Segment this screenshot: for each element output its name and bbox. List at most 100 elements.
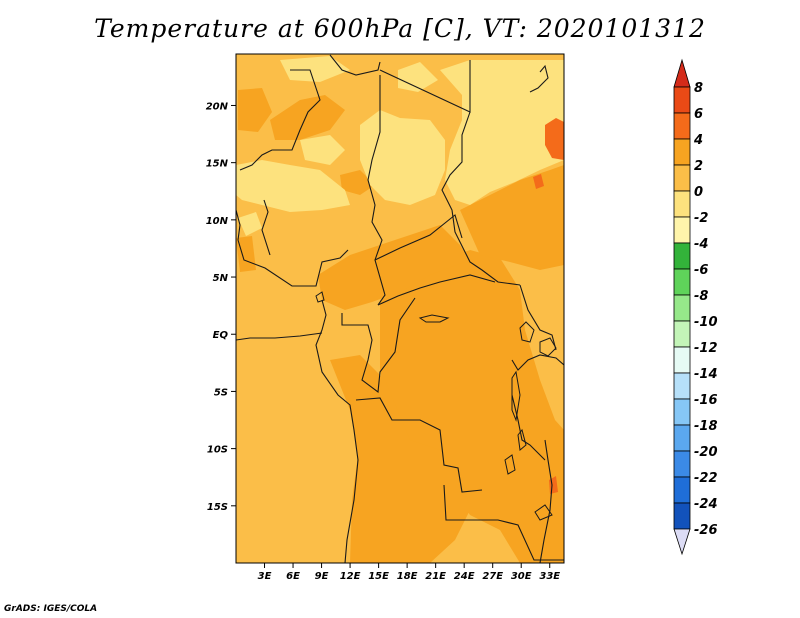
cool-region bbox=[398, 62, 438, 92]
colorbar-box bbox=[673, 216, 691, 244]
lat-tick-label: 5S bbox=[214, 387, 228, 398]
colorbar-label: 6 bbox=[694, 107, 703, 122]
colorbar-box bbox=[673, 424, 691, 452]
plot-title: Temperature at 600hPa [C], VT: 202010131… bbox=[94, 14, 706, 43]
warm-region bbox=[340, 170, 375, 195]
country-border bbox=[315, 299, 359, 563]
lake-outline bbox=[519, 321, 535, 343]
country-border bbox=[239, 69, 321, 171]
lon-tick-label: 6E bbox=[286, 571, 300, 582]
country-border bbox=[443, 484, 564, 561]
warm-region bbox=[330, 355, 470, 563]
colorbar-label: -26 bbox=[694, 523, 718, 538]
country-border bbox=[367, 75, 386, 306]
lake-outline bbox=[418, 314, 450, 323]
country-border bbox=[261, 199, 271, 256]
country-border bbox=[355, 397, 483, 493]
colorbar-label: -4 bbox=[694, 237, 708, 252]
colorbar-bottom-arrow bbox=[673, 528, 691, 556]
lon-tick-label: 30E bbox=[511, 571, 532, 582]
lon-tick-label: 12E bbox=[340, 571, 361, 582]
colorbar-label: -20 bbox=[694, 445, 718, 460]
colorbar-box bbox=[673, 268, 691, 296]
lon-tick-label: 9E bbox=[315, 571, 329, 582]
colorbar-label: 0 bbox=[694, 185, 703, 200]
colorbar-box bbox=[673, 190, 691, 218]
colorbar-label: -18 bbox=[694, 419, 718, 434]
cool-region bbox=[300, 135, 345, 165]
lat-axis: 20N 15N 10N 5N EQ 5S 10S 15S bbox=[206, 101, 236, 513]
warm-region bbox=[318, 225, 470, 310]
lat-tick-label: 15N bbox=[206, 159, 229, 170]
hot-spot bbox=[545, 118, 564, 160]
cool-region bbox=[236, 160, 350, 212]
colorbar-top-arrow bbox=[673, 58, 691, 88]
lat-tick-label: 5N bbox=[213, 273, 229, 284]
country-border bbox=[511, 354, 564, 371]
country-border bbox=[441, 111, 521, 286]
colorbar-box bbox=[673, 398, 691, 426]
colorbar-box bbox=[673, 138, 691, 166]
lon-tick-label: 15E bbox=[368, 571, 389, 582]
country-border bbox=[236, 332, 323, 341]
lake-outline bbox=[511, 370, 521, 422]
country-border bbox=[341, 297, 416, 394]
colorbar: 8 6 4 2 0 -2 -4 -6 -8 -10 -12 -14 -16 -18 -20 -22 -24 -26 bbox=[673, 58, 718, 556]
cool-region bbox=[360, 110, 445, 205]
colorbar-label: -22 bbox=[694, 471, 718, 486]
lon-tick-label: 3E bbox=[258, 571, 272, 582]
colorbar-label: 8 bbox=[694, 81, 703, 96]
colorbar-box bbox=[673, 346, 691, 374]
colorbar-box bbox=[673, 476, 691, 504]
lon-tick-label: 21E bbox=[425, 571, 446, 582]
warm-region bbox=[270, 95, 345, 140]
colorbar-label: -6 bbox=[694, 263, 708, 278]
country-border bbox=[519, 284, 557, 351]
map-panel bbox=[235, 53, 565, 564]
colorbar-label: 4 bbox=[693, 133, 703, 148]
lon-tick-label: 27E bbox=[482, 571, 503, 582]
country-border bbox=[236, 209, 349, 287]
cool-region bbox=[238, 212, 262, 236]
warm-region bbox=[380, 250, 564, 563]
warm-region bbox=[460, 165, 564, 270]
colorbar-label: -12 bbox=[694, 341, 718, 356]
lake-outline bbox=[504, 454, 516, 475]
country-border bbox=[511, 394, 546, 461]
lon-tick-label: 24E bbox=[454, 571, 475, 582]
warm-region bbox=[238, 88, 272, 132]
grads-credit: GrADS: IGES/COLA bbox=[4, 604, 98, 614]
lon-tick-label: 18E bbox=[397, 571, 418, 582]
colorbar-box bbox=[673, 86, 691, 114]
lat-tick-label: 20N bbox=[206, 101, 229, 112]
lat-tick-label: 10N bbox=[206, 216, 229, 227]
country-border bbox=[374, 214, 463, 261]
colorbar-box bbox=[673, 112, 691, 140]
colorbar-box bbox=[673, 502, 691, 530]
colorbar-label: -14 bbox=[694, 367, 718, 382]
cool-region bbox=[280, 56, 350, 82]
lake-outline bbox=[534, 504, 553, 521]
country-border bbox=[377, 274, 496, 306]
cool-region bbox=[440, 60, 564, 205]
colorbar-box bbox=[673, 372, 691, 400]
lake-outline bbox=[517, 428, 527, 451]
colorbar-box bbox=[673, 320, 691, 348]
hot-spot bbox=[533, 174, 544, 189]
colorbar-label: -2 bbox=[694, 211, 708, 226]
temperature-field bbox=[236, 54, 564, 563]
colorbar-box bbox=[673, 242, 691, 270]
colorbar-box bbox=[673, 164, 691, 192]
colorbar-label: -10 bbox=[694, 315, 718, 330]
lon-axis: 3E 6E 9E 12E 15E 18E 21E 24E 27E 30E 33E bbox=[258, 563, 560, 582]
country-border bbox=[329, 54, 381, 76]
lake-outline bbox=[539, 337, 557, 357]
colorbar-box bbox=[673, 294, 691, 322]
colorbar-label: -24 bbox=[694, 497, 718, 512]
colorbar-label: 2 bbox=[694, 159, 703, 174]
lat-tick-label: 10S bbox=[207, 445, 228, 456]
coastline bbox=[529, 64, 549, 93]
lat-tick-label: 15S bbox=[207, 502, 228, 513]
colorbar-label: -8 bbox=[694, 289, 708, 304]
